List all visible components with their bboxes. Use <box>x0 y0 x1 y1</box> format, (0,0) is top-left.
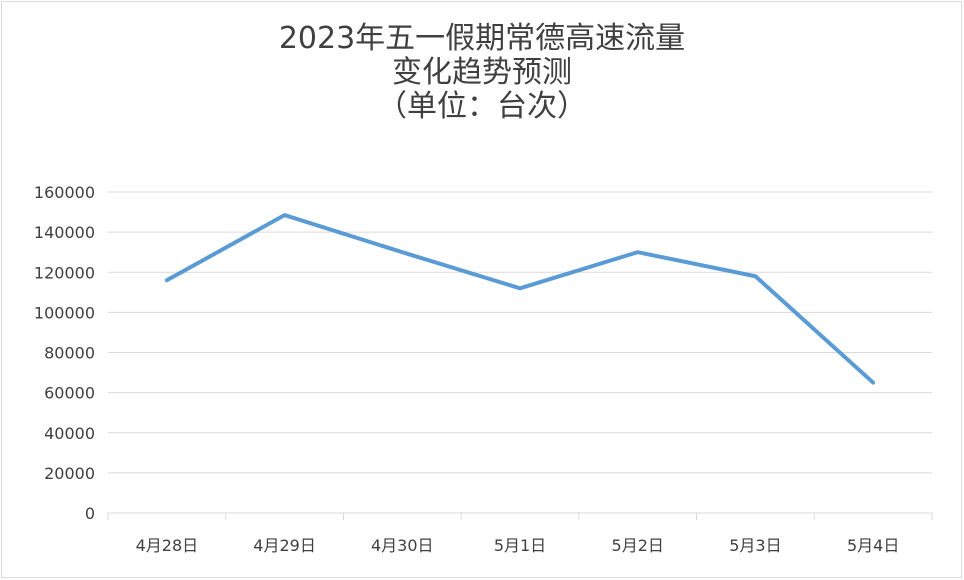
x-tick-label: 4月30日 <box>371 536 434 555</box>
chart-title-line-2: 变化趋势预测 <box>392 55 572 90</box>
y-tick-label: 0 <box>85 504 95 523</box>
x-tick-label: 5月3日 <box>729 536 781 555</box>
x-tick-label: 5月4日 <box>847 536 899 555</box>
x-tick-label: 5月1日 <box>494 536 546 555</box>
y-tick-label: 160000 <box>34 183 95 202</box>
series-layer <box>164 213 876 385</box>
y-tick-label: 20000 <box>44 464 95 483</box>
chart-title-line-3: （单位：台次） <box>377 89 587 124</box>
grid-lines <box>108 191 932 474</box>
x-axis: 4月28日 4月29日 4月30日 5月1日 5月2日 5月3日 5月4日 <box>107 512 933 555</box>
x-tick-label: 4月28日 <box>136 536 199 555</box>
y-tick-label: 100000 <box>34 303 95 322</box>
y-tick-label: 60000 <box>44 384 95 403</box>
x-tick-label: 4月29日 <box>253 536 316 555</box>
y-axis-ticks: 160000 140000 120000 100000 80000 60000 40000 2… <box>34 183 95 523</box>
chart-title-line-1: 2023年五一假期常德高速流量 <box>278 21 686 56</box>
y-tick-label: 140000 <box>34 223 95 242</box>
chart-title: 2023年五一假期常德高速流量 变化趋势预测 （单位：台次） <box>0 22 964 124</box>
y-tick-label: 120000 <box>34 263 95 282</box>
y-tick-label: 80000 <box>44 344 95 363</box>
x-tick-label: 5月2日 <box>612 536 664 555</box>
y-tick-label: 40000 <box>44 424 95 443</box>
series-line <box>164 213 876 385</box>
